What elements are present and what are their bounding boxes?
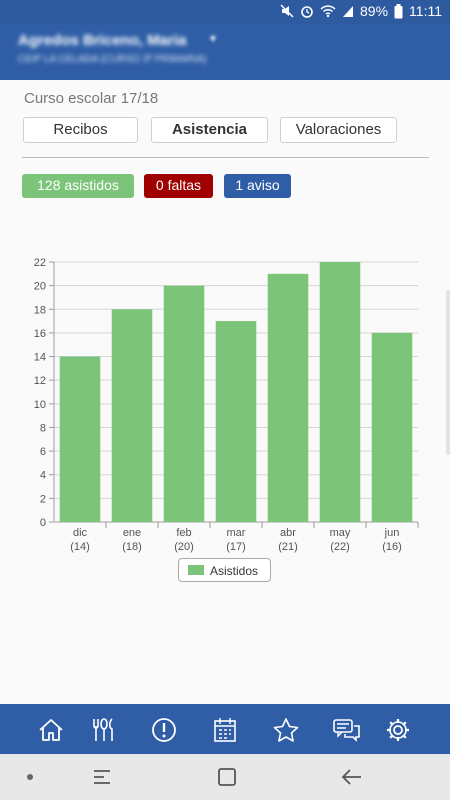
home-icon <box>39 719 63 741</box>
y-tick-label: 12 <box>34 375 46 387</box>
back-icon[interactable] <box>340 766 364 788</box>
school-line: CEIP LA CELADA (CURSO 3º PRIMARIA) <box>18 54 207 65</box>
x-tick-sublabel: (18) <box>122 541 142 553</box>
x-tick-label: ene <box>123 527 141 539</box>
messages-icon <box>333 719 360 742</box>
y-tick-label: 0 <box>40 517 46 529</box>
x-tick-sublabel: (20) <box>174 541 194 553</box>
settings-icon <box>387 719 409 741</box>
x-tick-label: may <box>330 527 351 539</box>
y-tick-label: 2 <box>40 493 46 505</box>
mute-icon <box>280 4 294 18</box>
tab-recibos[interactable]: Recibos <box>23 117 138 143</box>
clock-time: 11:11 <box>409 3 442 19</box>
tab-valoraciones[interactable]: Valoraciones <box>280 117 397 143</box>
y-tick-label: 4 <box>40 470 46 482</box>
x-tick-sublabel: (14) <box>70 541 90 553</box>
x-tick-sublabel: (16) <box>382 541 402 553</box>
nav-settings[interactable] <box>383 716 413 744</box>
tab-asistencia[interactable]: Asistencia <box>151 117 268 143</box>
x-tick-sublabel: (22) <box>330 541 350 553</box>
absences-badge: 0 faltas <box>144 174 213 198</box>
alert-icon <box>152 718 176 742</box>
status-bar: 89% 11:11 <box>0 0 450 24</box>
star-icon <box>273 718 299 742</box>
y-tick-label: 14 <box>34 352 46 364</box>
calendar-icon <box>214 718 236 742</box>
x-tick-label: mar <box>227 527 246 539</box>
nav-menu[interactable] <box>89 716 119 744</box>
attended-badge: 128 asistidos <box>22 174 134 198</box>
bar-mar <box>215 321 257 522</box>
y-tick-label: 20 <box>34 281 46 293</box>
app-header: Agredos Briceno, Maria ▼ CEIP LA CELADA … <box>0 24 450 80</box>
student-name[interactable]: Agredos Briceno, Maria <box>18 32 187 49</box>
signal-icon <box>342 4 354 18</box>
home-button-icon[interactable] <box>215 766 239 788</box>
bar-abr <box>267 273 309 522</box>
legend-swatch <box>188 565 204 575</box>
bar-ene <box>111 309 153 522</box>
legend-label: Asistidos <box>210 564 259 578</box>
chevron-down-icon[interactable]: ▼ <box>208 34 218 45</box>
y-tick-label: 22 <box>34 257 46 269</box>
bar-jun <box>371 332 413 522</box>
scroll-handle[interactable] <box>446 290 450 455</box>
nav-messages[interactable] <box>332 716 362 744</box>
x-tick-label: jun <box>384 527 400 539</box>
course-year: Curso escolar 17/18 <box>24 90 159 107</box>
bar-may <box>319 262 361 522</box>
y-tick-label: 18 <box>34 304 46 316</box>
nav-calendar[interactable] <box>210 716 240 744</box>
x-tick-label: feb <box>176 527 191 539</box>
battery-icon <box>394 3 403 19</box>
nav-favorites[interactable] <box>271 716 301 744</box>
main-content: Curso escolar 17/18 Recibos Asistencia V… <box>0 80 450 704</box>
x-tick-label: dic <box>73 527 88 539</box>
y-tick-label: 8 <box>40 422 46 434</box>
system-nav-bar <box>0 754 450 800</box>
y-tick-label: 16 <box>34 328 46 340</box>
divider <box>22 157 429 158</box>
bottom-nav <box>0 704 450 754</box>
x-tick-sublabel: (21) <box>278 541 298 553</box>
bar-dic <box>59 356 101 522</box>
x-tick-sublabel: (17) <box>226 541 246 553</box>
y-tick-label: 10 <box>34 399 46 411</box>
y-tick-label: 6 <box>40 446 46 458</box>
nav-alerts[interactable] <box>149 716 179 744</box>
recents-icon[interactable] <box>90 766 114 788</box>
alarm-icon <box>300 4 314 18</box>
bar-feb <box>163 285 205 522</box>
nav-home[interactable] <box>36 716 66 744</box>
attendance-chart: 0 2 4 6 8 10 12 14 16 18 20 22 dic (14) ene (18) feb (20)… <box>34 257 419 553</box>
chart-legend: Asistidos <box>178 558 271 582</box>
battery-percent: 89% <box>360 3 389 19</box>
dot-icon[interactable] <box>18 766 42 788</box>
menu-cutlery-icon <box>93 718 113 741</box>
x-tick-label: abr <box>280 527 296 539</box>
wifi-icon <box>320 4 336 18</box>
warnings-badge: 1 aviso <box>224 174 291 198</box>
